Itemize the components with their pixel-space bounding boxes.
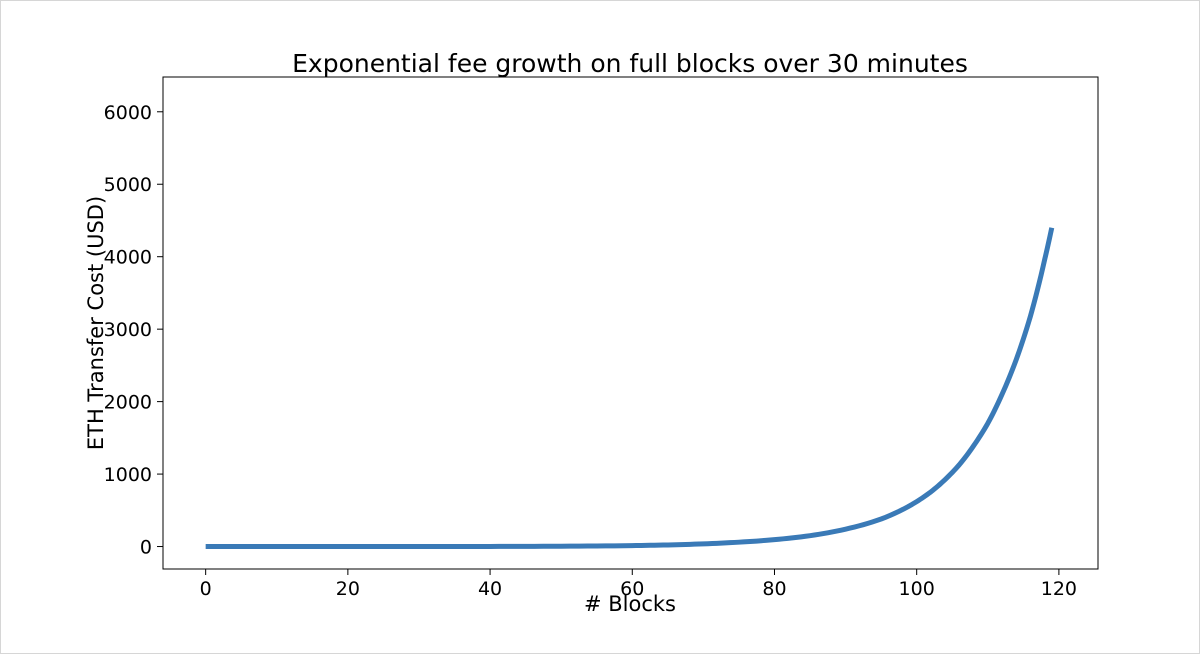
y-tick-label: 2000 xyxy=(104,392,152,414)
x-tick-label: 80 xyxy=(762,578,786,600)
x-tick-label: 40 xyxy=(478,578,502,600)
x-tick-label: 0 xyxy=(200,578,212,600)
y-tick-label: 0 xyxy=(140,537,152,559)
chart-title: Exponential fee growth on full blocks ov… xyxy=(292,49,968,78)
y-tick-label: 1000 xyxy=(104,464,152,486)
y-tick-label: 3000 xyxy=(104,319,152,341)
x-tick-label: 60 xyxy=(620,578,644,600)
x-tick-label: 100 xyxy=(899,578,935,600)
y-tick-label: 5000 xyxy=(104,174,152,196)
series-line xyxy=(205,227,1055,550)
y-tick-label: 4000 xyxy=(104,247,152,269)
y-tick-label: 6000 xyxy=(104,102,152,124)
x-tick-label: 120 xyxy=(1041,578,1077,600)
x-axis-label: # Blocks xyxy=(584,592,676,616)
y-axis-label: ETH Transfer Cost (USD) xyxy=(84,196,108,450)
x-tick-label: 20 xyxy=(336,578,360,600)
plot-frame xyxy=(162,76,1099,570)
plot-area: 0 20 40 60 80 100 120 0 1000 2000 3000 4000 5000 6000 xyxy=(104,76,1099,600)
